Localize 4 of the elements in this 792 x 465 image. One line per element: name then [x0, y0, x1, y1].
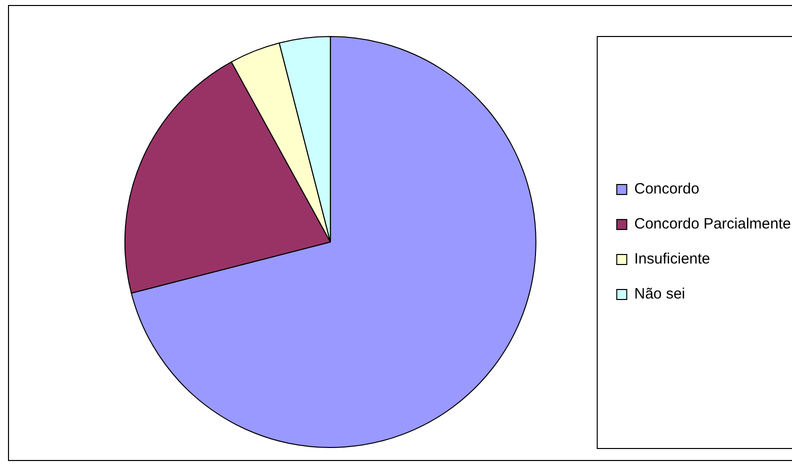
legend-label: Insuficiente — [634, 250, 710, 268]
legend-label: Concordo — [634, 180, 700, 198]
legend-label: Não sei — [634, 286, 686, 303]
legend-label: Concordo Parcialmente — [634, 216, 792, 233]
